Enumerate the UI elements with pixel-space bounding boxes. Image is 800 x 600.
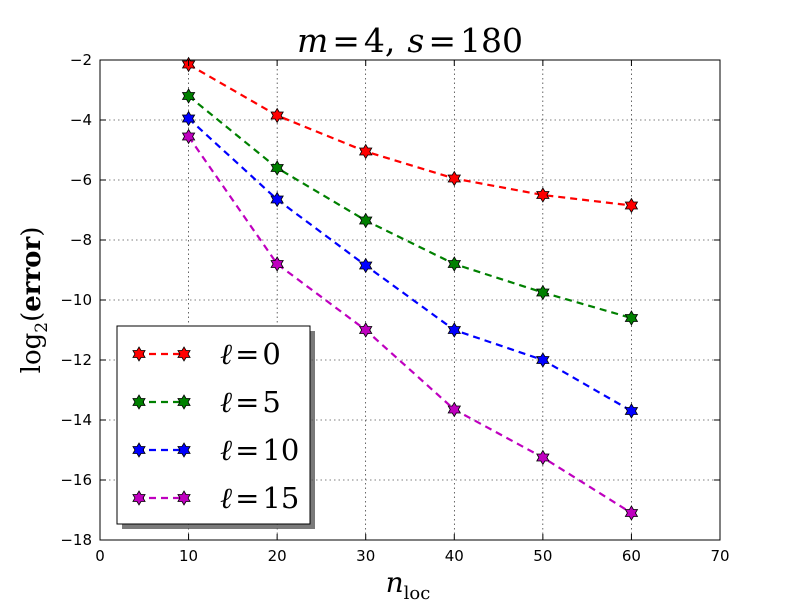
data-point xyxy=(181,88,196,104)
x-tick-label: 10 xyxy=(179,547,198,565)
ticks: 0 10 20 30 40 50 60 70−18−16−14−12−10−8−6−4−2 xyxy=(60,51,729,565)
data-point xyxy=(358,257,373,274)
title-var-m: m xyxy=(297,21,328,60)
title-val-s: 180 xyxy=(460,21,523,60)
data-point xyxy=(358,212,373,229)
y-tick-label: −2 xyxy=(70,51,92,69)
y-axis-label: log2(error) xyxy=(17,227,52,374)
data-point xyxy=(624,403,639,419)
y-tick-label: −14 xyxy=(60,411,92,429)
legend-box xyxy=(116,325,311,525)
legend-entry: ℓ = 15 xyxy=(132,481,299,515)
legend-marker xyxy=(132,490,146,506)
legend-entry: ℓ = 5 xyxy=(132,385,281,419)
x-label-sub: loc xyxy=(404,583,431,600)
series-line xyxy=(187,135,633,514)
legend-label-eq: = xyxy=(235,433,259,467)
x-tick-label: 30 xyxy=(356,547,375,565)
legend-label-var: ℓ xyxy=(220,385,232,419)
data-point xyxy=(181,128,196,145)
legend-entry: ℓ = 10 xyxy=(132,433,299,467)
legend-marker xyxy=(132,442,146,458)
legend-marker xyxy=(177,394,191,410)
y-tick-label: −8 xyxy=(70,231,92,249)
data-point xyxy=(536,352,550,368)
legend-label-val: 5 xyxy=(262,385,280,419)
legend-label-eq: = xyxy=(235,337,259,371)
y-tick-label: −10 xyxy=(60,291,92,309)
series-2 xyxy=(181,110,639,419)
data-point xyxy=(536,449,550,466)
x-axis-label: nloc xyxy=(386,566,431,600)
legend-label-val: 10 xyxy=(262,433,299,467)
series-layer xyxy=(181,56,639,521)
legend-marker xyxy=(177,346,191,362)
series-1 xyxy=(181,88,639,326)
data-point xyxy=(270,160,284,176)
legend-entries: ℓ = 0ℓ = 5ℓ = 10ℓ = 15 xyxy=(132,337,299,515)
data-point xyxy=(624,505,639,521)
y-tick-label: −18 xyxy=(60,531,92,549)
legend-marker xyxy=(177,442,191,458)
legend-marker xyxy=(132,346,146,362)
y-label-func: log xyxy=(17,333,47,374)
data-point xyxy=(447,322,462,338)
y-label-open: ( xyxy=(17,312,47,322)
y-label-close: ) xyxy=(17,227,47,237)
x-tick-label: 20 xyxy=(268,547,287,565)
chart-title: m = 4, s = 180 xyxy=(297,21,523,60)
y-tick-label: −12 xyxy=(60,351,92,369)
y-label-arg: error xyxy=(17,236,47,311)
legend-label: ℓ = 0 xyxy=(220,337,281,371)
legend-label: ℓ = 10 xyxy=(220,433,299,467)
title-var-s: s xyxy=(407,21,424,60)
legend-label: ℓ = 15 xyxy=(220,481,299,515)
legend-marker xyxy=(132,394,146,410)
x-label-base: n xyxy=(386,566,404,599)
y-tick-label: −6 xyxy=(70,171,92,189)
legend-label-var: ℓ xyxy=(220,481,232,515)
legend-label-val: 0 xyxy=(262,337,280,371)
series-line xyxy=(187,95,632,320)
title-val-m: 4 xyxy=(364,21,385,60)
title-eq-2: = xyxy=(428,21,456,60)
title-sep: , xyxy=(385,21,396,60)
data-point xyxy=(270,191,284,208)
series-0 xyxy=(181,56,639,214)
data-point xyxy=(624,310,639,326)
x-tick-label: 0 xyxy=(95,547,105,565)
y-tick-label: −4 xyxy=(70,111,92,129)
x-tick-label: 40 xyxy=(445,547,464,565)
data-point xyxy=(624,197,639,214)
legend: ℓ = 0ℓ = 5ℓ = 10ℓ = 15 xyxy=(116,325,315,529)
data-point xyxy=(270,256,284,272)
y-label-sub: 2 xyxy=(32,322,52,333)
series-line xyxy=(187,117,632,412)
legend-label-eq: = xyxy=(235,385,259,419)
title-eq-1: = xyxy=(332,21,360,60)
data-point xyxy=(536,187,550,203)
legend-label-eq: = xyxy=(235,481,259,515)
legend-entry: ℓ = 0 xyxy=(132,337,281,371)
data-point xyxy=(447,256,462,272)
legend-label-var: ℓ xyxy=(220,337,232,371)
legend-label-var: ℓ xyxy=(220,433,232,467)
legend-label-val: 15 xyxy=(262,481,299,515)
legend-marker xyxy=(177,490,191,506)
x-tick-label: 50 xyxy=(533,547,552,565)
data-point xyxy=(447,170,462,187)
data-point xyxy=(447,401,462,418)
data-point xyxy=(358,143,373,160)
data-point xyxy=(358,322,373,338)
data-point xyxy=(270,107,284,124)
x-tick-label: 70 xyxy=(710,547,729,565)
series-3 xyxy=(181,128,639,521)
x-tick-label: 60 xyxy=(622,547,641,565)
series-line xyxy=(188,63,632,207)
y-tick-label: −16 xyxy=(60,471,92,489)
data-point xyxy=(181,110,196,127)
data-point xyxy=(536,284,550,301)
legend-label: ℓ = 5 xyxy=(220,385,281,419)
